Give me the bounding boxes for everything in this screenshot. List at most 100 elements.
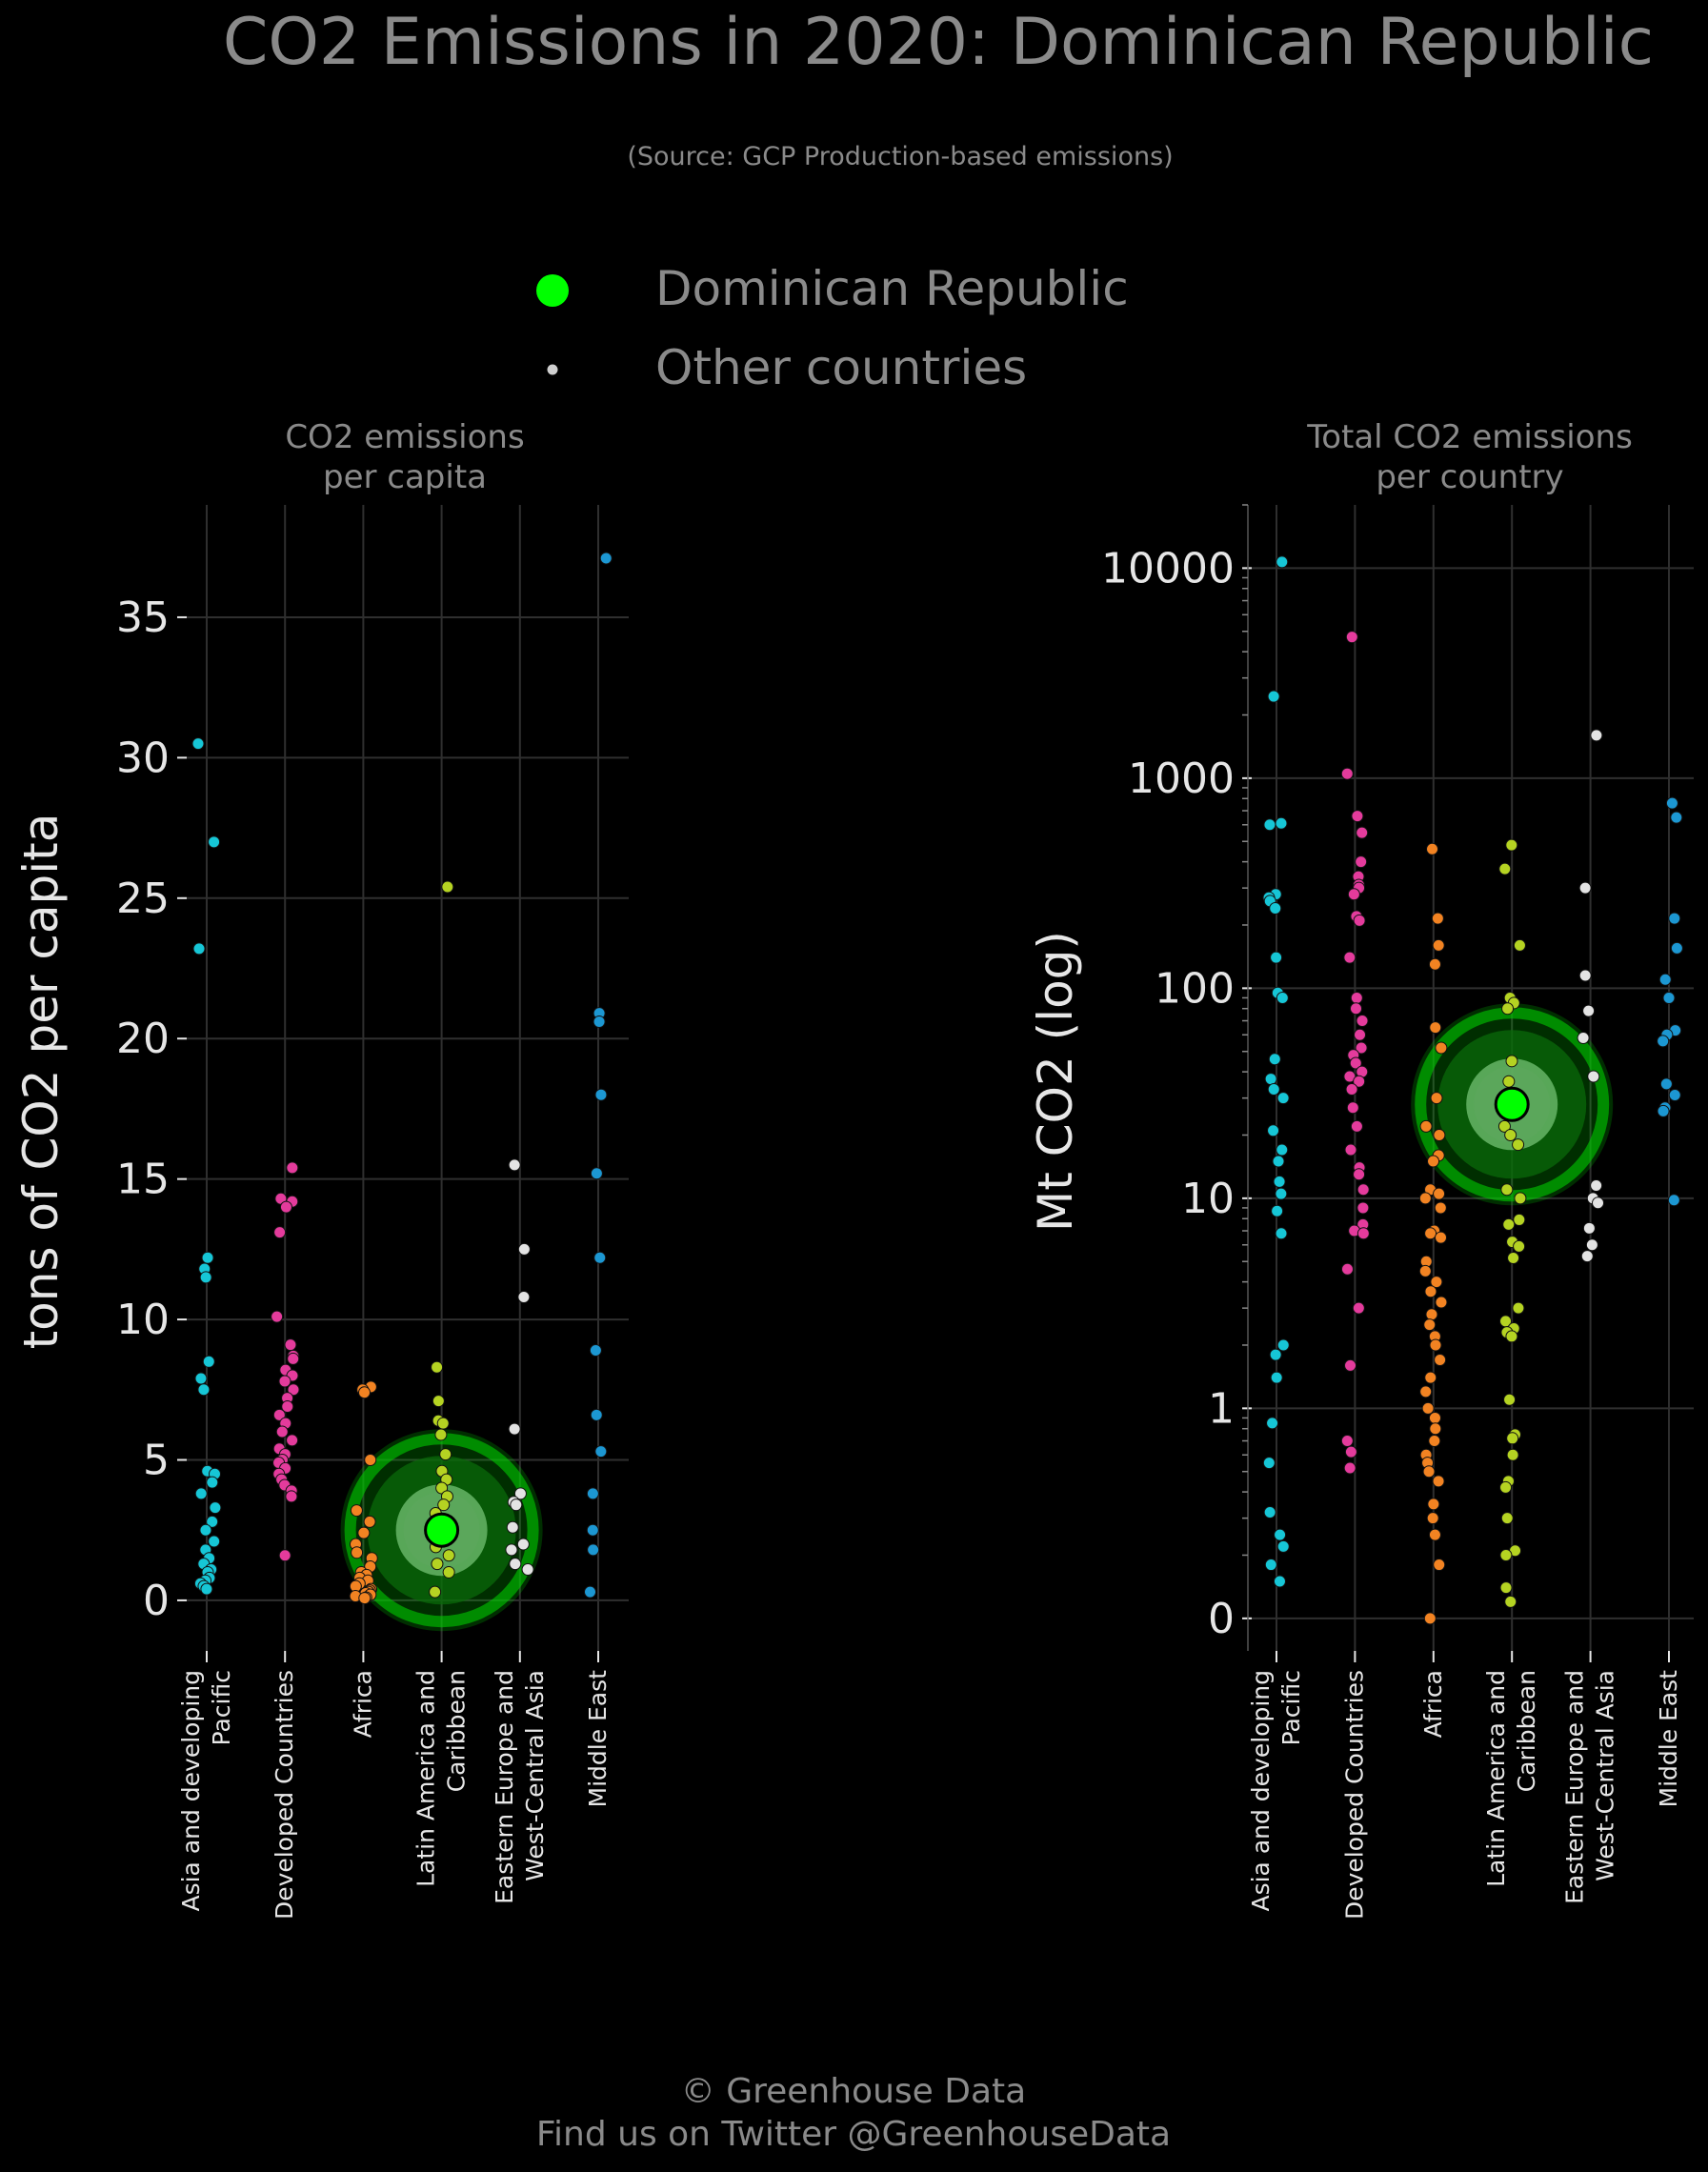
data-point	[1507, 1251, 1520, 1264]
data-point	[1273, 1575, 1286, 1588]
data-point	[1670, 811, 1683, 824]
data-point	[1275, 1227, 1288, 1240]
data-point	[1276, 1539, 1290, 1553]
data-point	[1274, 1528, 1287, 1541]
data-point	[1503, 1393, 1517, 1406]
data-point	[1667, 1194, 1680, 1207]
data-point	[208, 835, 221, 849]
data-point	[587, 1543, 600, 1557]
data-point	[1587, 1070, 1600, 1083]
data-point	[1429, 1422, 1442, 1436]
data-point	[1499, 1480, 1513, 1494]
data-point	[1356, 1015, 1369, 1028]
data-point	[593, 1251, 607, 1264]
data-point	[1419, 1119, 1433, 1133]
data-point	[1657, 1035, 1670, 1048]
chart-subtitle: (Source: GCP Production-based emissions)	[627, 142, 1173, 171]
data-point	[1351, 810, 1364, 823]
data-point	[586, 1487, 599, 1500]
data-point	[1355, 1041, 1368, 1055]
data-point	[1276, 1092, 1290, 1105]
data-point	[364, 1454, 377, 1466]
data-point	[1513, 1213, 1526, 1226]
data-point	[209, 1501, 222, 1515]
legend-other-label: Other countries	[655, 340, 1027, 395]
data-point	[1431, 912, 1444, 925]
y-tick-label: 100	[1155, 964, 1235, 1013]
data-point	[1275, 816, 1288, 830]
data-point	[434, 1428, 448, 1441]
data-point	[1266, 1417, 1279, 1430]
y-axis-label: Mt CO2 (log)	[1028, 931, 1083, 1232]
data-point	[271, 1310, 284, 1323]
data-point	[199, 1271, 212, 1284]
data-point	[1276, 1143, 1289, 1156]
data-point	[1500, 1183, 1514, 1197]
data-point	[1352, 1301, 1365, 1315]
data-point	[1272, 1155, 1285, 1168]
y-tick-label: 10000	[1101, 544, 1235, 593]
data-point	[202, 1355, 215, 1368]
data-point	[199, 1523, 212, 1537]
data-point	[206, 1515, 219, 1528]
data-point	[437, 1498, 451, 1512]
panel-total: Total CO2 emissions per country Mt CO2 (lo…	[1028, 418, 1694, 1920]
data-point	[1427, 1155, 1440, 1168]
data-point	[1424, 1227, 1437, 1240]
data-point	[1270, 951, 1283, 964]
data-point	[1423, 1318, 1437, 1332]
data-point	[1418, 1192, 1432, 1205]
data-point	[1343, 1461, 1356, 1475]
data-point	[1425, 1308, 1438, 1321]
data-point	[1501, 1002, 1515, 1016]
data-point	[589, 1344, 602, 1358]
y-tick-label: 25	[116, 875, 170, 923]
data-point	[432, 1395, 445, 1408]
data-point	[1662, 991, 1676, 1004]
data-point	[357, 1526, 371, 1539]
data-point	[1502, 1217, 1516, 1231]
data-point	[594, 1445, 608, 1458]
data-point	[435, 1481, 449, 1495]
x-tick-label: Middle East	[584, 1670, 612, 1808]
data-point	[1659, 1077, 1673, 1091]
data-point	[272, 1408, 286, 1421]
data-point	[1428, 1411, 1441, 1424]
data-point	[1502, 1075, 1516, 1088]
data-point	[1424, 1285, 1437, 1298]
data-point	[1270, 1371, 1283, 1384]
data-point	[1349, 1056, 1362, 1070]
y-tick-label: 20	[116, 1015, 170, 1063]
data-point	[1273, 1175, 1286, 1188]
x-tick-label: Latin America and Caribbean	[412, 1670, 471, 1887]
data-point	[200, 1582, 213, 1596]
legend-highlight-marker	[536, 274, 569, 307]
data-point	[1658, 973, 1672, 986]
data-point	[206, 1476, 219, 1489]
y-tick-label: 30	[116, 734, 170, 782]
y-tick-label: 0	[143, 1577, 170, 1625]
panel-title: Total CO2 emissions per country	[1306, 418, 1633, 496]
data-point	[1344, 1143, 1357, 1156]
data-point	[1513, 938, 1526, 952]
data-point	[1350, 991, 1363, 1004]
data-point	[516, 1538, 530, 1551]
data-point	[1432, 1475, 1445, 1488]
data-point	[287, 1352, 300, 1365]
legend-highlight-label: Dominican Republic	[655, 261, 1129, 316]
data-point	[1271, 1204, 1284, 1217]
data-point	[1344, 1445, 1357, 1458]
data-point	[1590, 729, 1603, 742]
data-point	[1505, 838, 1518, 852]
x-tick-label: Middle East	[1655, 1670, 1682, 1808]
data-point	[1340, 1435, 1354, 1448]
data-point	[1665, 796, 1678, 810]
data-point	[351, 1546, 364, 1559]
data-point	[429, 1585, 442, 1599]
highlight-point	[424, 1512, 460, 1548]
data-point	[284, 1338, 297, 1352]
data-point	[508, 1422, 521, 1436]
y-tick-label: 5	[143, 1437, 170, 1485]
y-tick-label: 1	[1208, 1384, 1235, 1433]
data-point	[1422, 1465, 1436, 1478]
